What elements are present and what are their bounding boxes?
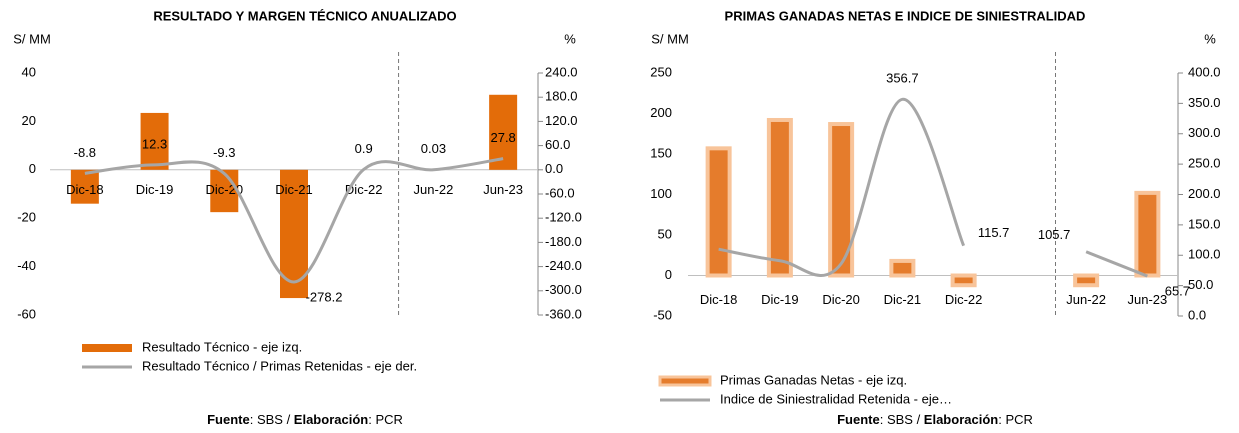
y-tick-label: 50 <box>658 226 672 241</box>
x-tick-label: Dic-18 <box>700 292 738 307</box>
y2-tick-label: 400.0 <box>1188 64 1221 79</box>
bar <box>140 112 169 170</box>
x-tick-label: Dic-21 <box>275 182 313 197</box>
legend-label: Resultado Técnico - eje izq. <box>142 339 302 354</box>
y2-axis-label: % <box>1204 31 1216 46</box>
bar <box>705 146 732 278</box>
legend-label: Primas Ganadas Netas - eje izq. <box>720 372 907 387</box>
y-tick-label: -40 <box>17 258 36 273</box>
legend-swatch <box>82 344 132 352</box>
bar <box>889 258 916 278</box>
y-tick-label: -20 <box>17 210 36 225</box>
source-part: Elaboración <box>294 412 368 427</box>
line <box>84 157 504 284</box>
y2-tick-label: 250.0 <box>1188 156 1221 171</box>
line <box>1085 250 1148 278</box>
data-label: 12.3 <box>142 136 167 151</box>
y2-tick-label: 100.0 <box>1188 247 1221 262</box>
x-tick-label: Dic-19 <box>136 182 174 197</box>
bar <box>1073 273 1100 288</box>
bar <box>210 169 239 213</box>
bar <box>828 122 855 278</box>
x-tick-label: Dic-19 <box>761 292 799 307</box>
y-tick-label: -50 <box>653 307 672 322</box>
y2-tick-label: -60.0 <box>545 185 575 200</box>
source-part: : PCR <box>368 412 403 427</box>
bar <box>1134 190 1161 278</box>
bar <box>489 94 518 170</box>
x-tick-label: Dic-18 <box>66 182 104 197</box>
data-label: 0.03 <box>421 141 446 156</box>
y2-tick-label: 120.0 <box>545 113 578 128</box>
x-tick-label: Jun-23 <box>1128 292 1168 307</box>
legend-swatch <box>658 375 712 387</box>
y2-tick-label: 200.0 <box>1188 186 1221 201</box>
y-tick-label: 20 <box>22 113 36 128</box>
bar <box>766 117 793 278</box>
source-part: : PCR <box>998 412 1033 427</box>
data-label: 0.9 <box>355 141 373 156</box>
legend-label: Resultado Técnico / Primas Retenidas - e… <box>142 358 417 373</box>
bar <box>950 273 977 288</box>
data-label: -8.8 <box>74 145 96 160</box>
y2-tick-label: 150.0 <box>1188 216 1221 231</box>
y2-tick-label: -240.0 <box>545 258 582 273</box>
y-tick-label: 0 <box>665 267 672 282</box>
y-tick-label: 200 <box>650 105 672 120</box>
chart-title: PRIMAS GANADAS NETAS E INDICE DE SINIEST… <box>725 8 1086 23</box>
x-tick-label: Dic-22 <box>345 182 383 197</box>
data-label: 115.7 <box>978 225 1010 240</box>
y2-tick-label: 350.0 <box>1188 95 1221 110</box>
y2-tick-label: -180.0 <box>545 234 582 249</box>
y-tick-label: 100 <box>650 186 672 201</box>
y-axis-label: S/ MM <box>651 31 689 46</box>
x-tick-label: Jun-22 <box>1066 292 1106 307</box>
x-tick-label: Dic-22 <box>945 292 983 307</box>
source-part: : SBS / <box>880 412 924 427</box>
y2-tick-label: -300.0 <box>545 282 582 297</box>
source-note: Fuente: SBS / Elaboración: PCR <box>837 412 1033 427</box>
y-tick-label: 150 <box>650 145 672 160</box>
y2-axis-label: % <box>564 31 576 46</box>
x-tick-label: Jun-22 <box>414 182 454 197</box>
y2-tick-label: 300.0 <box>1188 125 1221 140</box>
y2-tick-label: 60.0 <box>545 137 570 152</box>
data-label: 65.7 <box>1165 284 1190 299</box>
y2-tick-label: 0.0 <box>1188 307 1206 322</box>
y-tick-label: 0 <box>29 161 36 176</box>
y-axis-label: S/ MM <box>13 31 51 46</box>
line <box>718 97 966 277</box>
y2-tick-label: 240.0 <box>545 64 578 79</box>
y-tick-label: -60 <box>17 306 36 321</box>
data-label: 105.7 <box>1038 227 1071 242</box>
source-part: Elaboración <box>924 412 998 427</box>
y-tick-label: 40 <box>22 64 36 79</box>
y2-tick-label: -120.0 <box>545 210 582 225</box>
x-tick-label: Dic-21 <box>884 292 922 307</box>
y2-tick-label: 180.0 <box>545 89 578 104</box>
source-part: : SBS / <box>250 412 294 427</box>
y2-tick-label: 50.0 <box>1188 277 1213 292</box>
source-part: Fuente <box>837 412 880 427</box>
legend-label: Indice de Siniestralidad Retenida - eje… <box>720 391 952 406</box>
source-part: Fuente <box>207 412 250 427</box>
data-label: 356.7 <box>886 71 919 86</box>
x-tick-label: Dic-20 <box>822 292 860 307</box>
source-note: Fuente: SBS / Elaboración: PCR <box>207 412 403 427</box>
chart-title: RESULTADO Y MARGEN TÉCNICO ANUALIZADO <box>153 8 456 23</box>
y-tick-label: 250 <box>650 64 672 79</box>
data-label: 27.8 <box>490 130 515 145</box>
bar <box>70 169 99 204</box>
x-tick-label: Jun-23 <box>483 182 523 197</box>
y2-tick-label: -360.0 <box>545 306 582 321</box>
data-label: -9.3 <box>213 145 235 160</box>
y2-tick-label: 0.0 <box>545 161 563 176</box>
data-label: -278.2 <box>306 289 343 304</box>
